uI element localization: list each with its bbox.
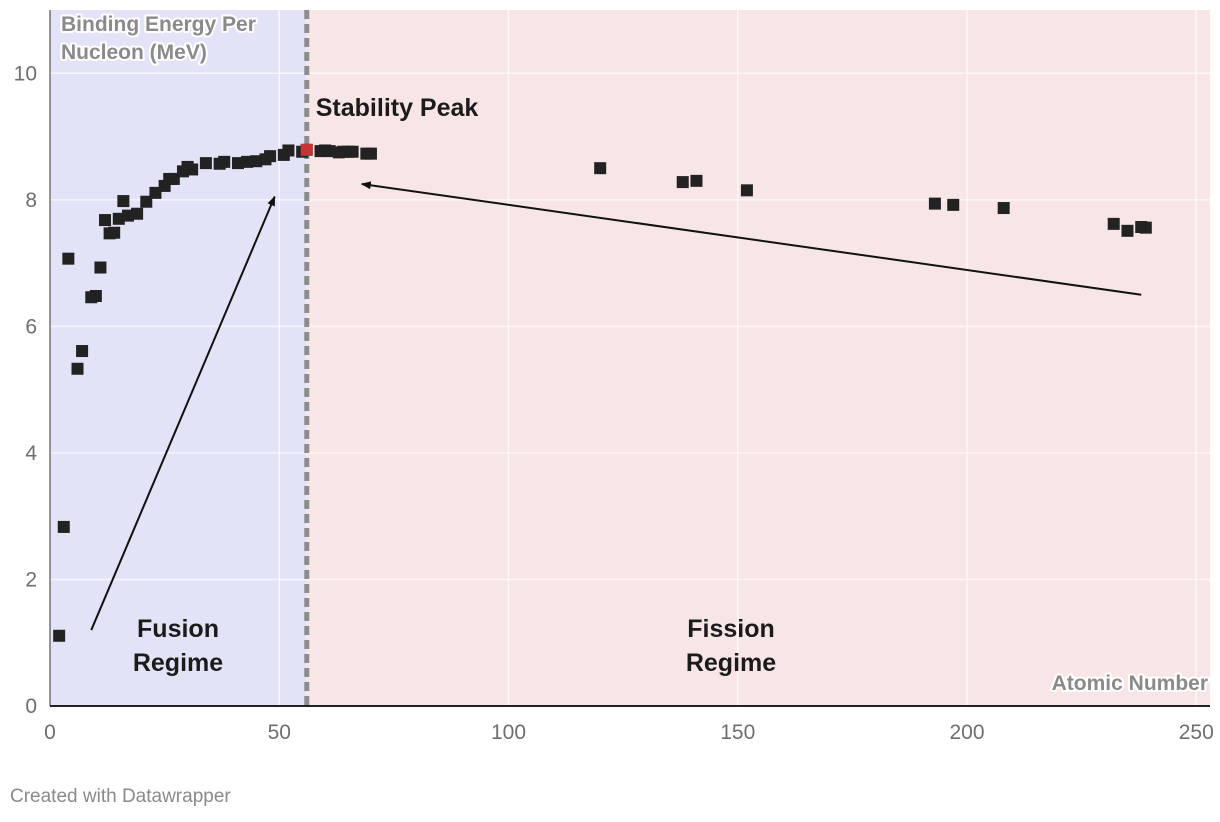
data-point: [199, 157, 212, 170]
data-point: [947, 198, 960, 211]
data-point: [108, 226, 121, 239]
data-point: [740, 184, 753, 197]
data-point: [1107, 217, 1120, 230]
data-point: [323, 145, 336, 158]
data-point: [250, 155, 263, 168]
x-tick-label: 200: [949, 721, 984, 744]
y-tick-label: 2: [25, 568, 37, 591]
data-point: [112, 212, 125, 225]
data-point: [218, 155, 231, 168]
stability-peak-label: Stability Peak: [316, 94, 479, 122]
data-point: [690, 174, 703, 187]
y-tick-label: 8: [25, 189, 37, 212]
data-point: [282, 144, 295, 157]
data-point: [231, 157, 244, 170]
y-axis-title: Nucleon (MeV): [61, 41, 207, 64]
y-tick-label: 6: [25, 315, 37, 338]
data-point-peak: [300, 143, 313, 156]
data-point: [676, 176, 689, 189]
data-point: [928, 197, 941, 210]
data-point: [264, 150, 277, 163]
x-axis-title: Atomic Number: [1052, 672, 1208, 695]
data-point: [346, 145, 359, 158]
data-point: [57, 520, 70, 533]
annotation-arrow: [360, 181, 1142, 296]
data-point: [62, 252, 75, 265]
data-point: [94, 261, 107, 274]
x-tick-label: 100: [491, 721, 526, 744]
regime-label: Regime: [133, 649, 223, 677]
region-fusion-regime: [50, 10, 307, 706]
data-point: [53, 629, 66, 642]
data-point: [997, 202, 1010, 215]
data-point: [117, 195, 130, 208]
data-point: [186, 163, 199, 176]
x-tick-label: 150: [720, 721, 755, 744]
regime-label: Fission: [687, 615, 775, 643]
y-tick-label: 4: [25, 442, 37, 465]
y-tick-label: 10: [14, 62, 37, 85]
annotation-arrow: [90, 195, 276, 631]
x-tick-label: 250: [1179, 721, 1214, 744]
data-point: [76, 345, 89, 358]
data-point: [594, 162, 607, 175]
data-point: [71, 362, 84, 375]
data-point: [149, 186, 162, 199]
regime-label: Fusion: [137, 615, 219, 643]
regime-label: Regime: [686, 649, 776, 677]
binding-energy-chart: 0 50 100 150 200 250 0 2 4 6 8 10 Binding Energy Per…: [14, 10, 1214, 744]
data-point: [140, 195, 153, 208]
data-point: [167, 172, 180, 185]
x-tick-label: 0: [44, 721, 56, 744]
region-fission-regime: [306, 10, 1210, 706]
data-point: [131, 207, 144, 220]
data-point: [99, 214, 112, 227]
data-point: [241, 155, 254, 168]
data-point: [1139, 221, 1152, 234]
datawrapper-credit[interactable]: Created with Datawrapper: [10, 786, 231, 807]
data-point: [89, 289, 102, 302]
y-axis-title: Binding Energy Per: [61, 13, 256, 36]
data-point: [364, 147, 377, 160]
data-point: [1121, 224, 1134, 237]
data-point: [121, 209, 134, 222]
y-tick-label: 0: [25, 695, 37, 718]
x-tick-label: 50: [268, 721, 291, 744]
